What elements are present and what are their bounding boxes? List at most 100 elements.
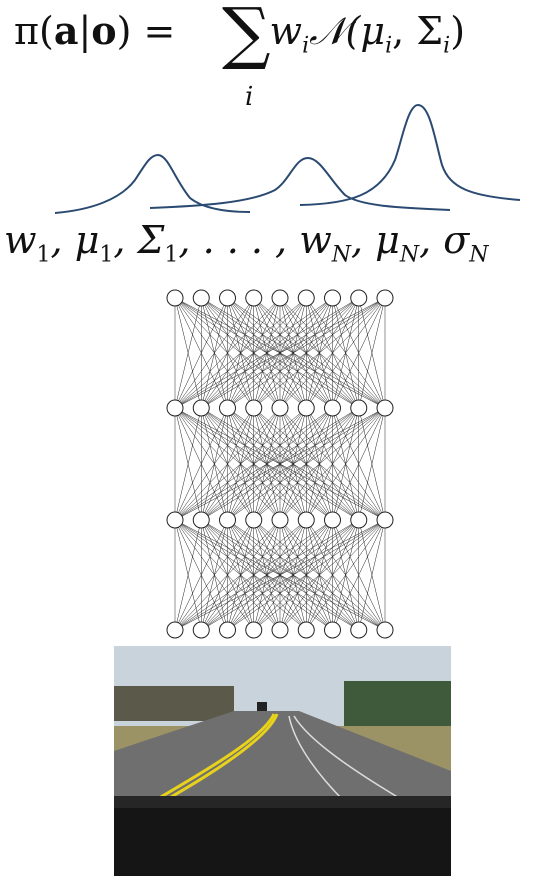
network-edge (174, 407, 254, 521)
param-sub: 1 (164, 242, 179, 268)
network-node (166, 399, 184, 417)
network-node (192, 511, 210, 529)
network-edge (174, 407, 386, 521)
network-node (324, 511, 341, 529)
network-edge (358, 297, 386, 409)
network-edge (201, 297, 386, 409)
network-node (271, 621, 289, 639)
param-mu-n: , μ (351, 218, 400, 262)
network-node (350, 399, 368, 417)
param-sigma-n: , σ (419, 218, 470, 262)
weight-subscript: i (302, 33, 310, 59)
network-edge (201, 519, 386, 631)
network-node (350, 289, 368, 307)
network-edge (174, 519, 202, 631)
network-edge (227, 407, 386, 521)
covariance-symbol: , Σ (392, 9, 444, 53)
given-bar: | (78, 9, 92, 53)
action-symbol: a (53, 8, 79, 53)
network-edge (174, 519, 228, 631)
network-edge (174, 297, 202, 409)
network-node (376, 289, 394, 307)
param-sub: N (331, 242, 351, 268)
policy-equation: π(a|o) = wi𝒩(μi, Σi) (14, 8, 465, 59)
network-node (245, 399, 263, 417)
network-node (297, 399, 315, 417)
network-node (271, 289, 289, 307)
driving-camera-image (114, 646, 451, 876)
network-node (219, 621, 236, 639)
network-node (166, 621, 184, 639)
network-edge (174, 519, 333, 631)
network-edge (174, 297, 254, 409)
network-node (376, 621, 394, 639)
network-edge (201, 407, 386, 521)
network-node (166, 511, 184, 529)
param-ellipsis: , . . . , w (178, 218, 332, 262)
param-sub: N (469, 242, 489, 268)
network-edge (306, 297, 386, 409)
gaussian-curve-3 (299, 103, 521, 206)
network-node (192, 621, 210, 639)
network-node (324, 621, 341, 639)
network-node (350, 511, 368, 529)
summation-index: i (245, 82, 254, 112)
network-node (166, 289, 184, 307)
gaussian-mixture-curves (54, 103, 521, 214)
network-edge (174, 407, 333, 521)
neural-network-diagram (166, 289, 394, 639)
param-sub: N (399, 242, 420, 268)
network-edge (174, 519, 307, 631)
network-edge (358, 519, 386, 631)
network-edge (332, 407, 386, 521)
network-node (219, 511, 236, 529)
summation-symbol: ∑ (222, 0, 271, 73)
network-edge (279, 519, 386, 631)
network-edge (279, 297, 386, 409)
network-node (376, 511, 394, 529)
network-node (245, 511, 263, 529)
network-node (350, 621, 368, 639)
network-edge (253, 407, 386, 521)
network-edge (332, 519, 386, 631)
network-edge (306, 407, 386, 521)
network-node (324, 289, 341, 307)
gaussian-curve-2 (149, 156, 451, 211)
covariance-subscript: i (443, 33, 451, 59)
param-mu: , μ (50, 218, 100, 262)
network-edge (174, 407, 281, 521)
network-edge (174, 519, 386, 631)
network-node (297, 289, 315, 307)
network-node (192, 289, 210, 307)
observation-symbol: o (91, 8, 117, 53)
network-edge (174, 297, 228, 409)
network-node (297, 511, 315, 529)
network-edge (174, 407, 228, 521)
close-paren: ) (450, 9, 466, 53)
network-edge (279, 407, 386, 521)
network-edge (358, 407, 386, 521)
network-edge (253, 519, 386, 631)
normal-mean: 𝒩(μ (309, 9, 386, 53)
param-sigma: , Σ (113, 218, 165, 262)
network-node (297, 621, 315, 639)
network-edge (306, 519, 386, 631)
network-edge (174, 297, 359, 409)
network-node (245, 621, 263, 639)
param-w: w (4, 218, 37, 262)
network-edge (227, 519, 386, 631)
network-node (376, 399, 394, 417)
weight-symbol: w (269, 9, 303, 53)
network-edge (174, 519, 254, 631)
network-edge (174, 407, 359, 521)
network-edge (174, 407, 307, 521)
network-edge (174, 297, 386, 409)
network-edge (332, 297, 386, 409)
parameter-list: w1, μ1, Σ1, . . . , wN, μN, σN (4, 218, 488, 268)
network-node (219, 399, 236, 417)
network-edge (253, 297, 386, 409)
param-sub: 1 (36, 242, 51, 268)
network-node (271, 399, 289, 417)
network-edge (227, 297, 386, 409)
mean-subscript: i (385, 33, 393, 59)
